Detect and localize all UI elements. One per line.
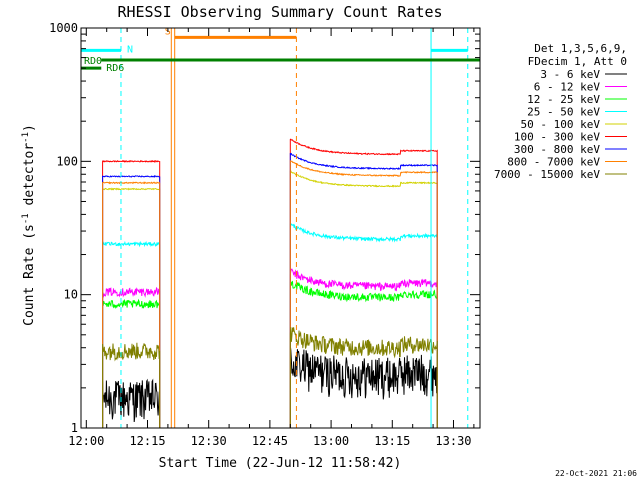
x-tick-label-4: 13:00 (313, 434, 349, 448)
series-trace (289, 345, 438, 428)
series-8 (102, 327, 438, 428)
legend-label-3: 25 - 50 keV (527, 106, 600, 119)
series-trace (289, 170, 438, 428)
series-layer (102, 138, 438, 428)
series-trace (102, 174, 161, 428)
series-trace (102, 187, 161, 428)
x-tick-label-1: 12:15 (129, 434, 165, 448)
series-6 (102, 152, 438, 428)
series-trace (102, 286, 161, 428)
series-7 (102, 160, 438, 428)
series-5 (102, 138, 438, 428)
axis-layer: 1 10 100 1000 12:00 12:15 12:30 12:45 13:00 13:15… (49, 21, 481, 448)
legend-header-1: FDecim 1, Att 0 (528, 55, 627, 68)
series-4 (102, 170, 438, 428)
y-axis-label-tail: detector (22, 143, 37, 214)
plot-timestamp: 22-Oct-2021 21:06 (555, 469, 637, 478)
legend-header-0: Det 1,3,5,6,9, (534, 42, 627, 55)
x-tick-label-2: 12:30 (191, 434, 227, 448)
x-axis-label: Start Time (22-Jun-12 11:58:42) (159, 456, 402, 471)
legend-label-5: 100 - 300 keV (514, 131, 600, 144)
y-tick-label-0: 1 (71, 421, 78, 435)
y-axis-label-end: ) (22, 124, 37, 132)
series-trace (102, 342, 161, 428)
legend-label-0: 3 - 6 keV (540, 68, 600, 81)
legend-label-4: 50 - 100 keV (521, 118, 601, 131)
y-tick-label-2: 100 (56, 154, 78, 168)
y-tick-label-3: 1000 (49, 21, 78, 35)
x-tick-label-0: 12:00 (68, 434, 104, 448)
series-trace (102, 181, 161, 428)
y-axis-label: Count Rate (s-1 detector-1) (21, 124, 37, 326)
y-axis-label-sup: -1 (21, 213, 31, 224)
flag-layer: NRD0RD6S (81, 26, 480, 428)
series-trace (102, 240, 161, 428)
x-tick-label-3: 12:45 (252, 434, 288, 448)
series-3 (102, 223, 438, 428)
series-trace (289, 223, 438, 428)
series-1 (102, 268, 438, 428)
flag-label-N: N (127, 44, 133, 55)
series-trace (289, 268, 438, 428)
series-trace (289, 138, 438, 428)
chart-title: RHESSI Observing Summary Count Rates (117, 3, 442, 21)
series-trace (289, 280, 438, 428)
series-trace (102, 298, 161, 428)
legend-label-1: 6 - 12 keV (534, 81, 601, 94)
legend-label-6: 300 - 800 keV (514, 143, 600, 156)
legend-label-2: 12 - 25 keV (527, 93, 600, 106)
legend: Det 1,3,5,6,9,FDecim 1, Att 03 - 6 keV6 … (494, 42, 627, 181)
flag-label-RD0: RD0 (84, 56, 102, 67)
legend-label-8: 7000 - 15000 keV (494, 168, 600, 181)
legend-label-7: 800 - 7000 keV (507, 156, 600, 169)
x-tick-label-5: 13:15 (374, 434, 410, 448)
y-tick-label-1: 10 (64, 288, 78, 302)
series-trace (289, 152, 438, 428)
flag-label-RD6: RD6 (106, 63, 124, 74)
y-axis-label-sup2: -1 (21, 132, 31, 143)
series-trace (102, 378, 161, 428)
plot-frame (80, 27, 481, 429)
y-axis-label-main: Count Rate (s (22, 224, 37, 326)
series-0 (102, 345, 438, 428)
series-trace (289, 327, 438, 428)
series-trace (289, 160, 438, 428)
series-2 (102, 280, 438, 428)
x-tick-label-6: 13:30 (435, 434, 471, 448)
series-trace (102, 159, 161, 428)
